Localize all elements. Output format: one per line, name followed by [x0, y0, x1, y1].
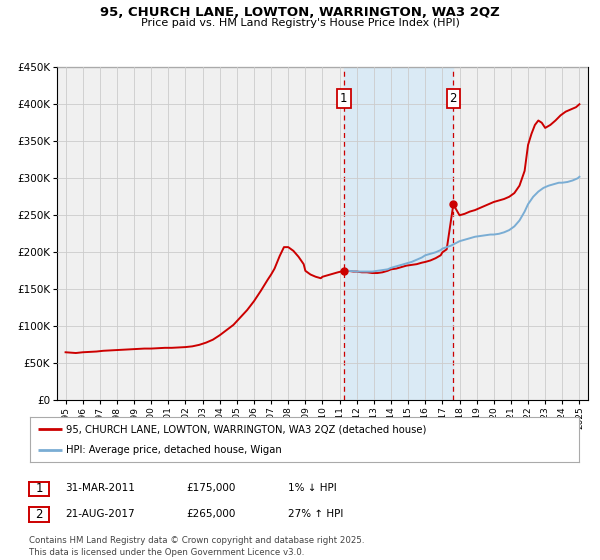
Text: £175,000: £175,000: [186, 483, 235, 493]
Text: 1: 1: [35, 482, 43, 496]
Text: 2: 2: [449, 92, 457, 105]
Text: 95, CHURCH LANE, LOWTON, WARRINGTON, WA3 2QZ: 95, CHURCH LANE, LOWTON, WARRINGTON, WA3…: [100, 6, 500, 18]
Text: 1: 1: [340, 92, 347, 105]
Text: Contains HM Land Registry data © Crown copyright and database right 2025.
This d: Contains HM Land Registry data © Crown c…: [29, 536, 364, 557]
Text: £265,000: £265,000: [186, 509, 235, 519]
Bar: [344, 67, 454, 400]
Text: HPI: Average price, detached house, Wigan: HPI: Average price, detached house, Wiga…: [65, 445, 281, 455]
Text: 21-AUG-2017: 21-AUG-2017: [65, 509, 134, 519]
Text: 95, CHURCH LANE, LOWTON, WARRINGTON, WA3 2QZ (detached house): 95, CHURCH LANE, LOWTON, WARRINGTON, WA3…: [65, 424, 426, 435]
Text: 1% ↓ HPI: 1% ↓ HPI: [288, 483, 337, 493]
Text: 31-MAR-2011: 31-MAR-2011: [65, 483, 134, 493]
Text: Price paid vs. HM Land Registry's House Price Index (HPI): Price paid vs. HM Land Registry's House …: [140, 18, 460, 29]
Text: 2: 2: [35, 508, 43, 521]
Text: 27% ↑ HPI: 27% ↑ HPI: [288, 509, 343, 519]
